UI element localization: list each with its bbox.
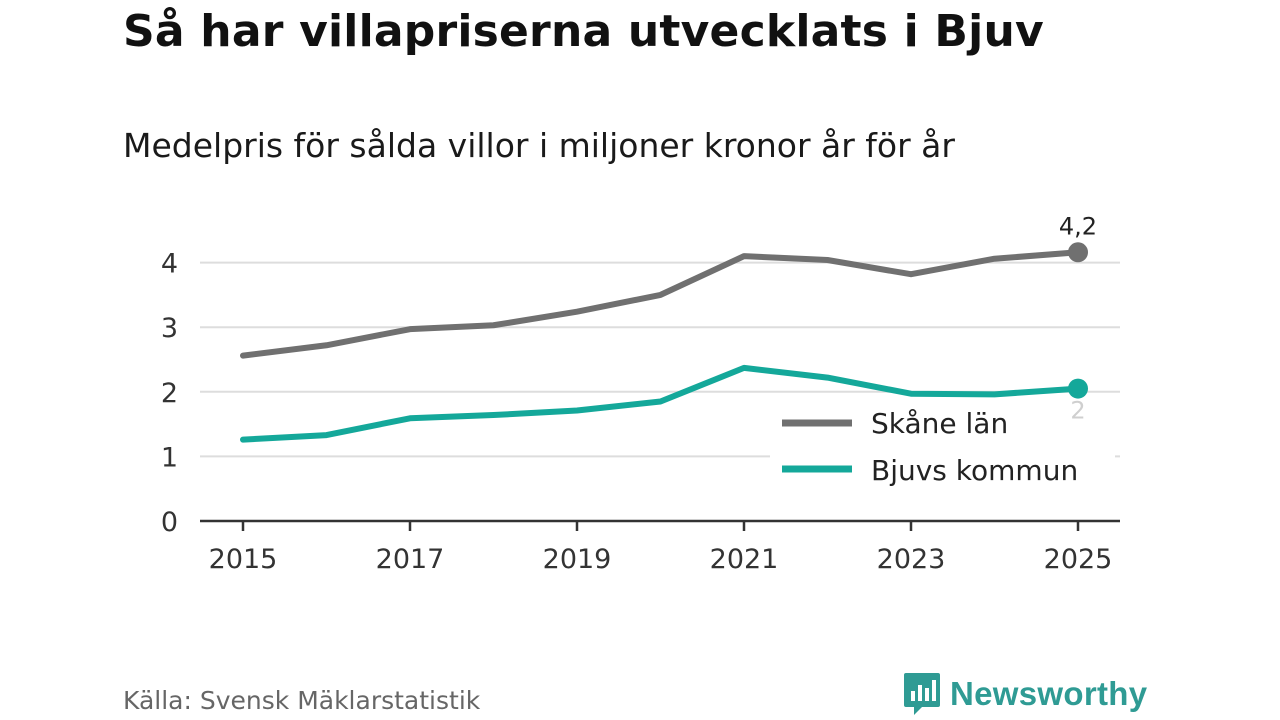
legend-label-skane: Skåne län	[871, 407, 1008, 440]
x-tick-label-2015: 2015	[209, 544, 278, 575]
brand-name: Newsworthy	[950, 675, 1148, 712]
y-tick-label-0: 0	[161, 507, 178, 538]
y-tick-label-3: 3	[161, 313, 178, 344]
end-label-sk-ne-l-n: 4,2	[1059, 212, 1097, 240]
end-labels: 4,22	[1059, 212, 1097, 424]
end-marker-bjuvs-kommun	[1068, 378, 1088, 399]
legend-background	[770, 402, 1115, 502]
x-tick-label-2019: 2019	[543, 544, 612, 575]
bar-chart-speech-bubble-icon	[904, 673, 940, 715]
legend-label-bjuv: Bjuvs kommun	[871, 454, 1078, 487]
x-tick-label-2023: 2023	[877, 544, 946, 575]
brand-logo: Newsworthy	[902, 670, 1147, 718]
y-tick-label-1: 1	[161, 442, 178, 473]
legend: Skåne län Bjuvs kommun	[770, 402, 1115, 502]
chart-title: Så har villapriserna utvecklats i Bjuv	[123, 6, 1044, 57]
y-tick-label-4: 4	[161, 249, 178, 280]
x-axis: 2015 2017 2019 2021 2023 2025	[200, 519, 1120, 575]
series-line-sk-ne-l-n	[240, 249, 1081, 359]
x-tick-label-2025: 2025	[1044, 544, 1113, 575]
y-axis-ticks: 0 1 2 3 4	[161, 249, 178, 538]
source-note: Källa: Svensk Mäklarstatistik	[123, 686, 481, 715]
x-tick-label-2017: 2017	[376, 544, 445, 575]
y-tick-label-2: 2	[161, 378, 178, 409]
end-label-bjuvs-kommun: 2	[1070, 397, 1085, 425]
series-lines	[240, 242, 1088, 443]
chart-subtitle: Medelpris för sålda villor i miljoner kr…	[123, 126, 955, 165]
end-marker-sk-ne-l-n	[1068, 242, 1088, 263]
x-tick-label-2021: 2021	[710, 544, 779, 575]
